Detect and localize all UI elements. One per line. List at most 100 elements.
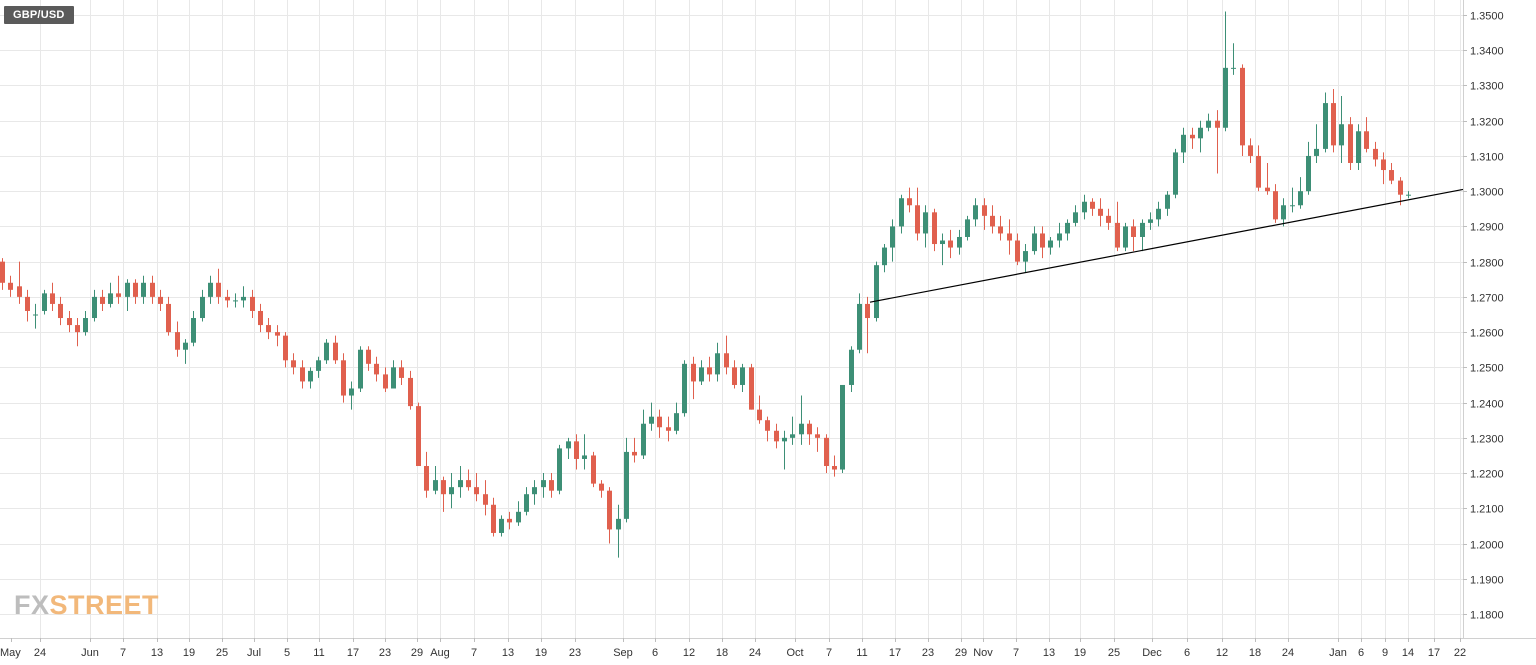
candle-body bbox=[291, 360, 296, 368]
candle bbox=[150, 275, 155, 304]
candle bbox=[499, 515, 504, 537]
candle-body bbox=[566, 441, 571, 449]
candle-body bbox=[433, 480, 438, 491]
candle bbox=[1057, 222, 1062, 248]
candle bbox=[915, 187, 920, 241]
x-tick-label: Dec bbox=[1142, 647, 1162, 659]
fxstreet-watermark: FXSTREET bbox=[14, 590, 159, 621]
candle-body bbox=[724, 353, 729, 368]
candle bbox=[1231, 43, 1236, 75]
candle bbox=[649, 402, 654, 431]
candle bbox=[1190, 127, 1195, 149]
candle-body bbox=[1240, 67, 1245, 146]
y-tick-label: 1.2400 bbox=[1470, 399, 1504, 411]
candle-body bbox=[1198, 127, 1203, 139]
candle-body bbox=[1098, 208, 1103, 216]
candle bbox=[1364, 117, 1369, 153]
candle bbox=[865, 296, 870, 354]
candle bbox=[1389, 162, 1394, 185]
candle bbox=[275, 325, 280, 347]
candle-body bbox=[541, 480, 546, 488]
candle bbox=[316, 356, 321, 378]
candle-body bbox=[1190, 134, 1195, 139]
candle-body bbox=[973, 205, 978, 220]
candle bbox=[225, 289, 230, 308]
candle bbox=[1048, 236, 1053, 255]
candle bbox=[233, 293, 238, 308]
candle-body bbox=[1007, 233, 1012, 241]
x-tick-label: 18 bbox=[1249, 647, 1261, 659]
candle-body bbox=[466, 480, 471, 488]
candle-body bbox=[1173, 152, 1178, 195]
candle bbox=[907, 187, 912, 213]
candle bbox=[599, 480, 604, 498]
x-tick-label: 17 bbox=[347, 647, 359, 659]
candle-body bbox=[125, 282, 130, 297]
candle-body bbox=[1082, 201, 1087, 213]
candle-body bbox=[316, 360, 321, 371]
x-tick-label: Oct bbox=[786, 647, 803, 659]
candle bbox=[707, 356, 712, 382]
candle bbox=[1065, 219, 1070, 241]
candle-body bbox=[1348, 124, 1353, 163]
candle-body bbox=[1165, 194, 1170, 209]
candle-body bbox=[923, 212, 928, 234]
candle bbox=[474, 473, 479, 502]
candle-body bbox=[499, 518, 504, 533]
candle-body bbox=[982, 205, 987, 216]
candle-body bbox=[1398, 180, 1403, 195]
candle bbox=[757, 395, 762, 424]
candle-body bbox=[92, 296, 97, 319]
x-tick-label: 25 bbox=[216, 647, 228, 659]
candle-body bbox=[757, 409, 762, 421]
candle bbox=[774, 423, 779, 449]
candle-body bbox=[1231, 67, 1236, 69]
x-tick-label: 13 bbox=[151, 647, 163, 659]
candle bbox=[874, 261, 879, 322]
candle bbox=[532, 480, 537, 505]
candle-body bbox=[1015, 240, 1020, 262]
candle bbox=[541, 473, 546, 498]
x-tick-label: 19 bbox=[535, 647, 547, 659]
x-tick-label: 11 bbox=[313, 647, 324, 659]
candle-body bbox=[100, 296, 105, 304]
candle-body bbox=[183, 342, 188, 350]
candle-body bbox=[1339, 124, 1344, 146]
candle bbox=[1223, 11, 1228, 132]
candle-body bbox=[599, 483, 604, 491]
candle bbox=[300, 360, 305, 389]
candle bbox=[166, 296, 171, 336]
candle bbox=[1398, 177, 1403, 206]
candle bbox=[574, 434, 579, 470]
candle-body bbox=[1181, 134, 1186, 153]
candle bbox=[483, 480, 488, 516]
candle bbox=[1406, 191, 1411, 199]
candle-body bbox=[1381, 159, 1386, 171]
candle bbox=[724, 335, 729, 375]
candle bbox=[591, 451, 596, 488]
y-tick-label: 1.3000 bbox=[1470, 187, 1504, 199]
candle bbox=[75, 318, 80, 347]
candle-body bbox=[857, 303, 862, 350]
candle bbox=[1140, 219, 1145, 252]
candle-body bbox=[765, 420, 770, 431]
candle bbox=[308, 367, 313, 389]
candle bbox=[141, 275, 146, 304]
candle-body bbox=[1356, 131, 1361, 163]
candle-body bbox=[549, 480, 554, 491]
candle-body bbox=[158, 296, 163, 304]
candle bbox=[1215, 110, 1220, 174]
candle-body bbox=[1331, 103, 1336, 146]
candle-body bbox=[699, 367, 704, 382]
candle bbox=[1356, 124, 1361, 171]
candle-body bbox=[441, 480, 446, 495]
candle-body bbox=[807, 423, 812, 435]
candle-body bbox=[740, 367, 745, 385]
candle-body bbox=[624, 451, 629, 519]
candle bbox=[832, 455, 837, 477]
candle-body bbox=[67, 318, 72, 326]
candle-body bbox=[574, 441, 579, 459]
x-tick-label: Jul bbox=[247, 647, 261, 659]
x-tick-label: 24 bbox=[749, 647, 761, 659]
candle bbox=[932, 208, 937, 252]
